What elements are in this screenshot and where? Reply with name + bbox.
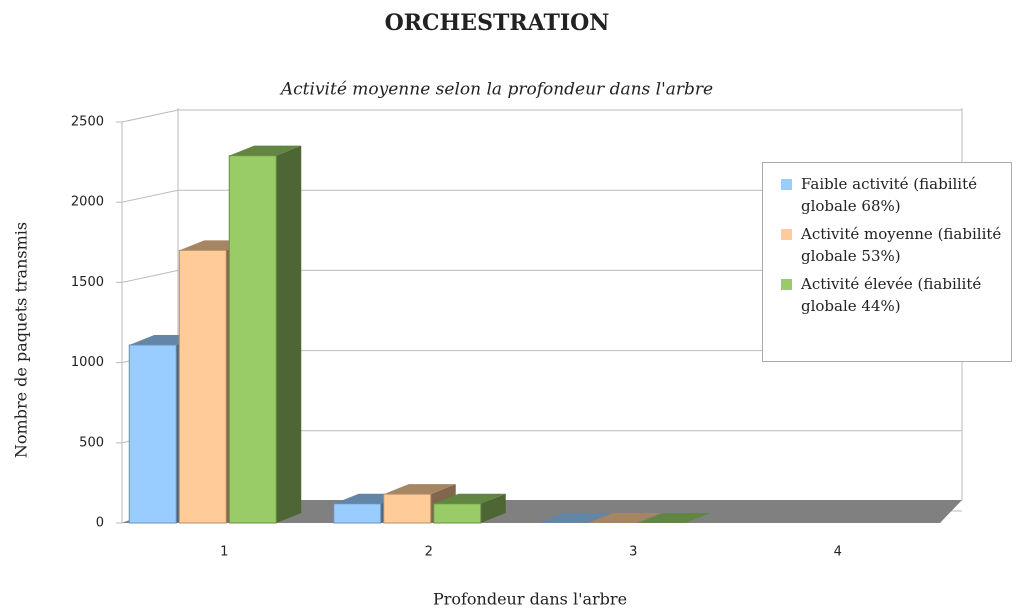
legend-item: Faible activité (fiabilité globale 68%) bbox=[781, 173, 1006, 217]
legend-item: Activité élevée (fiabilité globale 44%) bbox=[781, 273, 1006, 317]
bar-top bbox=[433, 493, 506, 504]
x-tick-label: 2 bbox=[425, 545, 433, 560]
x-tick-label: 3 bbox=[629, 545, 637, 560]
bar-top bbox=[383, 484, 456, 495]
bar-side bbox=[480, 493, 506, 523]
bar bbox=[333, 503, 382, 524]
grid-line bbox=[121, 269, 179, 283]
legend-label: Faible activité (fiabilité globale 68%) bbox=[801, 175, 977, 215]
legend-item: Activité moyenne (fiabilité globale 53%) bbox=[781, 223, 1006, 267]
y-tick-label: 500 bbox=[79, 435, 104, 450]
x-axis-label: Profondeur dans l'arbre bbox=[433, 590, 627, 609]
bar-top bbox=[638, 513, 711, 523]
x-tick-label: 1 bbox=[220, 545, 228, 560]
y-tick-label: 2000 bbox=[71, 195, 104, 210]
legend-label: Activité moyenne (fiabilité globale 53%) bbox=[801, 225, 1002, 265]
back-wall bbox=[122, 108, 962, 523]
bar bbox=[383, 493, 432, 524]
legend-swatch bbox=[781, 179, 792, 190]
grid-line bbox=[121, 189, 179, 203]
bar bbox=[228, 155, 277, 524]
y-tick-label: 1500 bbox=[71, 275, 104, 290]
y-tick-label: 2500 bbox=[71, 115, 104, 130]
bar-side bbox=[276, 145, 302, 523]
chart-subtitle: Activité moyenne selon la profondeur dan… bbox=[279, 80, 713, 100]
y-tick-label: 1000 bbox=[71, 355, 104, 370]
bar bbox=[178, 249, 227, 524]
grid-line bbox=[121, 109, 179, 123]
bar bbox=[128, 344, 177, 524]
y-axis-label: Nombre de paquets transmis bbox=[12, 222, 31, 458]
y-tick-label: 0 bbox=[96, 516, 104, 531]
legend: Faible activité (fiabilité globale 68%) A… bbox=[762, 162, 1012, 362]
bar-top bbox=[538, 513, 611, 523]
bar-top bbox=[588, 513, 661, 523]
legend-label: Activité élevée (fiabilité globale 44%) bbox=[801, 275, 982, 315]
floor bbox=[122, 500, 962, 523]
x-tick-label: 4 bbox=[834, 545, 842, 560]
legend-swatch bbox=[781, 229, 792, 240]
bar-top bbox=[229, 145, 302, 156]
legend-swatch bbox=[781, 279, 792, 290]
chart-title: ORCHESTRATION bbox=[385, 10, 610, 36]
bar bbox=[433, 503, 482, 524]
